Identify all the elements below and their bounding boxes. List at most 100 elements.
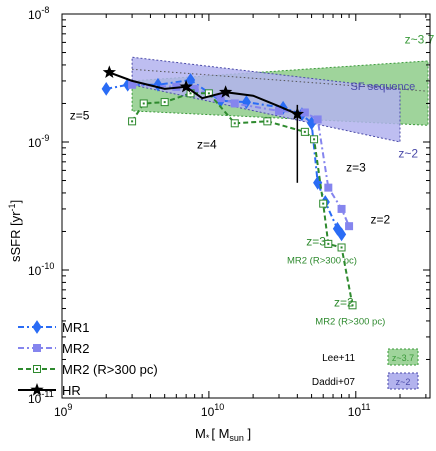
point-mr2-r-300-pc-0	[128, 117, 137, 126]
point-mr2-r-300-pc-12-dot	[351, 304, 354, 307]
shaded-regions: z~3.7z~2	[131, 32, 435, 160]
legend-label-mr2: MR2	[62, 341, 89, 356]
point-mr2-5	[274, 106, 283, 115]
point-mr2-2	[190, 84, 199, 93]
region-legend: Lee+11 z~3.7 Daddi+07 z~2	[312, 348, 419, 390]
y-axis-label-sup: -1	[7, 203, 17, 211]
point-mr2-r-300-pc-12	[348, 301, 357, 310]
y-tick-label-base-1: 10	[28, 264, 42, 278]
region-legend-source-1: Daddi+07	[312, 377, 356, 388]
redshift-label-7: MR2 (R>300 pc)	[315, 317, 385, 328]
point-mr2-r-300-pc-5	[230, 119, 239, 128]
point-mr2-r-300-pc-10-dot	[327, 242, 330, 245]
sf-sequence-line	[132, 68, 426, 92]
y-tick-label-exp-3: -8	[41, 5, 49, 15]
y-tick-label-2: 10-9	[28, 133, 49, 150]
point-mr2-0	[128, 80, 137, 89]
x-axis-label-main: M	[195, 426, 206, 441]
x-tick-label-base-2: 10	[348, 405, 362, 419]
legend-marker-mr2-r-300-pc	[33, 365, 41, 373]
x-tick-label-base-1: 10	[201, 405, 215, 419]
y-tick-label-exp-1: -10	[41, 261, 54, 271]
point-hr-3	[179, 79, 193, 93]
legend-label-mr1: MR1	[62, 320, 89, 335]
point-mr2-r-300-pc-9	[319, 199, 328, 208]
series-lines	[101, 65, 357, 310]
x-tick-label-exp-1: 10	[214, 402, 224, 412]
legend-marker-mr2	[33, 344, 41, 352]
y-axis-label-main: sSFR [yr	[8, 211, 23, 262]
sf-sequence-label: SF sequence	[350, 81, 415, 93]
redshift-label-3: z=2	[371, 213, 391, 227]
region-legend-label-1: z~2	[396, 377, 411, 387]
region-legend-swatch-1	[387, 372, 419, 390]
point-mr2-r-300-pc-5-dot	[233, 122, 236, 125]
x-tick-label-base-0: 10	[54, 405, 68, 419]
point-mr1-12	[336, 227, 347, 242]
point-mr2-3	[216, 94, 225, 103]
y-tick-label-0: 10-11	[28, 389, 54, 406]
redshift-label-4: z=3	[306, 235, 326, 249]
point-mr2-r-300-pc-2	[160, 98, 169, 107]
legend-marker-mr1	[32, 320, 42, 334]
legend: MR1 MR2 MR2 (R>300 pc) HR Lee+11 z~3.7 Daddi+0…	[18, 320, 419, 398]
x-tick-label-1: 1010	[201, 402, 224, 419]
point-mr2-8	[324, 183, 333, 192]
y-tick-label-base-2: 10	[28, 136, 42, 150]
region-legend-label-0: z~3.7	[392, 353, 414, 363]
y-tick-label-3: 10-8	[28, 5, 49, 22]
point-mr2-r-300-pc-0-dot	[131, 120, 134, 123]
redshift-label-5: MR2 (R>300 pc)	[287, 256, 357, 267]
plot-frame	[61, 13, 431, 399]
region-label-z2: z~2	[398, 146, 418, 160]
point-mr2-r-300-pc-7	[300, 127, 309, 136]
point-mr2-r-300-pc-9-dot	[322, 202, 325, 205]
point-mr2-r-300-pc-10	[324, 239, 333, 248]
x-tick-label-exp-2: 11	[361, 402, 370, 412]
series-line-hr	[108, 71, 298, 116]
redshift-label-0: z=5	[70, 108, 90, 122]
x-tick-label-2: 1011	[348, 402, 371, 419]
x-axis-label-unit-end: ]	[244, 426, 251, 441]
y-tick-label-base-0: 10	[28, 392, 42, 406]
redshift-label-2: z=3	[346, 160, 366, 174]
point-mr1-0	[101, 81, 111, 96]
point-hr-5	[219, 85, 233, 98]
point-mr2-r-300-pc-8	[310, 135, 319, 144]
point-mr2-r-300-pc-7-dot	[303, 130, 306, 133]
sf-sequence: SF sequence	[132, 68, 426, 93]
point-mr2-r-300-pc-11-dot	[340, 246, 343, 249]
point-mr2-10	[345, 222, 354, 231]
region-legend-swatch-0	[387, 348, 419, 366]
legend-label-mr2-r-300-pc: MR2 (R>300 pc)	[62, 362, 158, 377]
x-tick-label-exp-0: 9	[67, 402, 72, 412]
legend-marker-mr2-r-300-pc-dot	[36, 368, 38, 370]
x-axis-label-sub: *	[206, 433, 210, 443]
point-mr2-r-300-pc-2-dot	[163, 101, 166, 104]
x-axis-label-unit: [ M	[211, 426, 229, 441]
y-tick-label-1: 10-10	[28, 261, 54, 278]
redshift-label-1: z=4	[197, 137, 217, 151]
redshift-labels: z=5 z=4 z=3 z=2 z=3 MR2 (R>300 pc) z=2 MR2 (R>3…	[70, 108, 391, 327]
point-mr2-7	[313, 115, 322, 124]
series-legend: MR1 MR2 MR2 (R>300 pc) HR	[18, 320, 158, 398]
legend-label-hr: HR	[62, 383, 81, 398]
y-tick-label-exp-0: -11	[41, 389, 53, 399]
redshift-label-6: z=2	[334, 295, 354, 309]
y-tick-label-base-3: 10	[28, 8, 42, 22]
legend-marker-hr	[30, 383, 44, 396]
region-legend-source-0: Lee+11	[322, 353, 355, 364]
point-mr2-r-300-pc-8-dot	[313, 138, 316, 141]
point-mr2-r-300-pc-6	[263, 117, 272, 126]
point-mr2-r-300-pc-6-dot	[266, 120, 269, 123]
point-mr2-6	[300, 108, 309, 117]
y-axis-label-end: ]	[8, 200, 23, 204]
point-mr2-r-300-pc-1-dot	[142, 102, 145, 105]
point-mr2-r-300-pc-11	[337, 243, 346, 252]
x-tick-label-0: 109	[54, 402, 72, 419]
point-mr2-r-300-pc-4-dot	[207, 92, 210, 95]
x-axis-label-unit-sub: sun	[229, 433, 244, 443]
point-mr2-r-300-pc-1	[139, 99, 148, 108]
